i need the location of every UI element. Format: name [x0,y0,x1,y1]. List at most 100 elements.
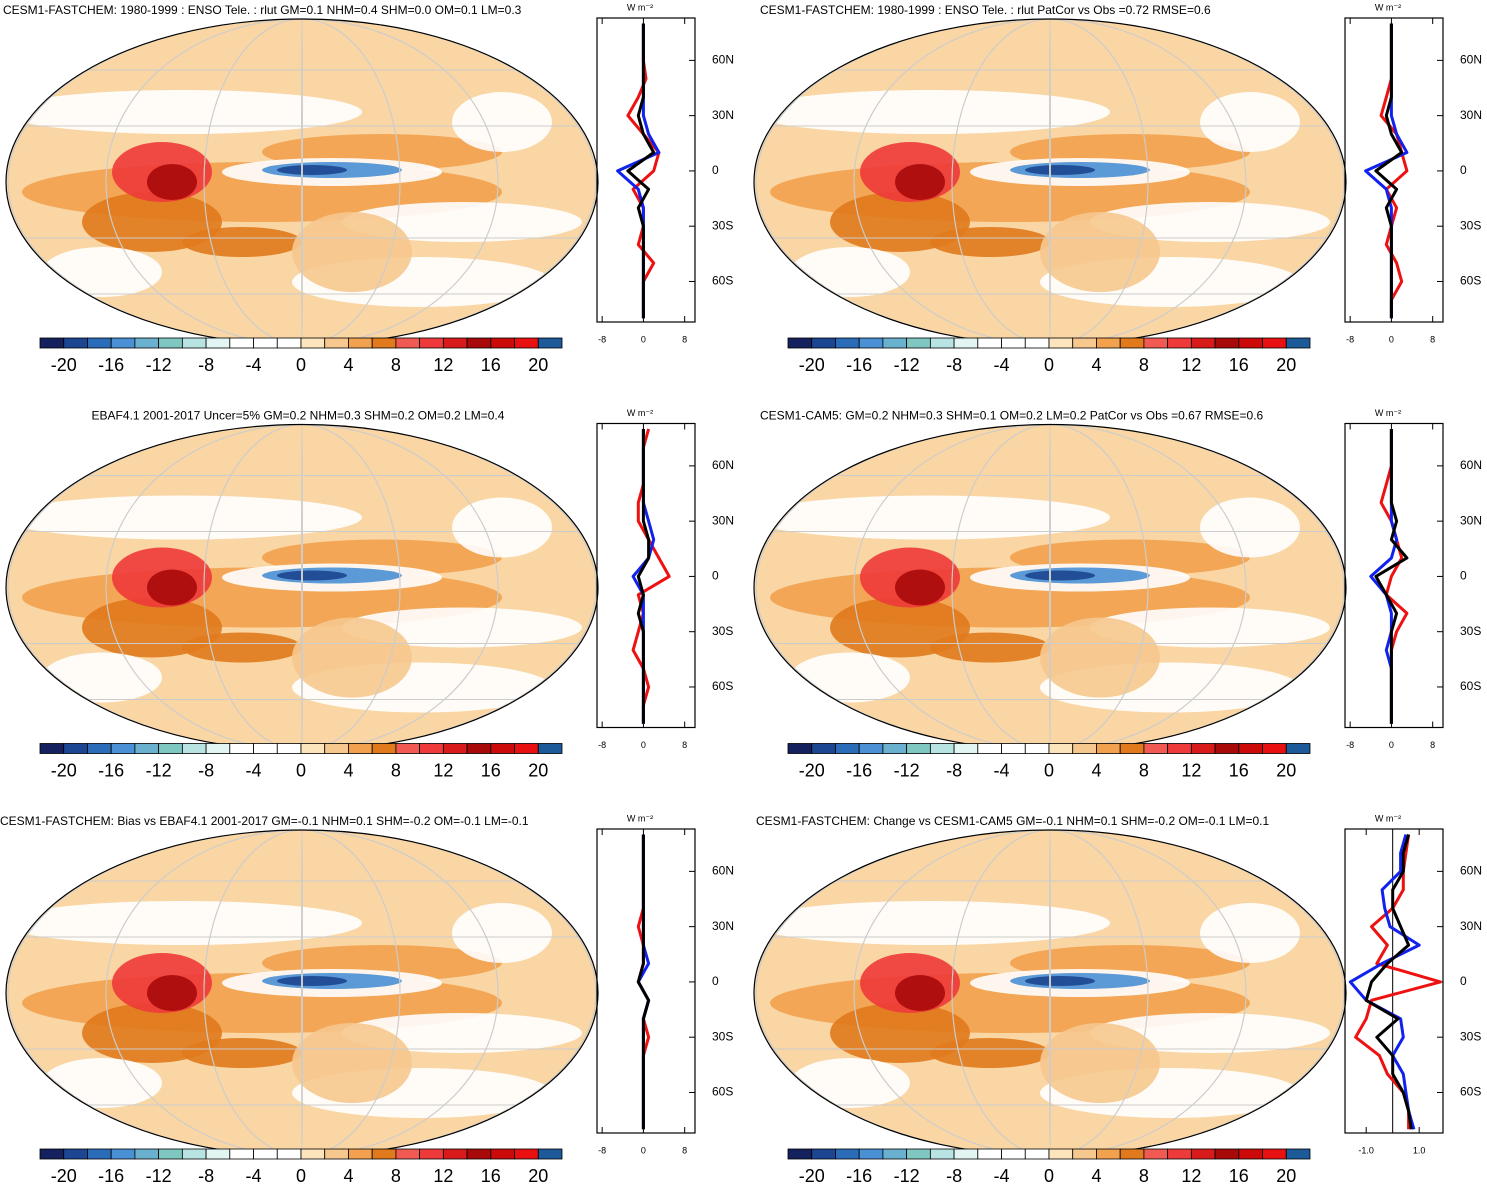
colorbar-box [835,337,860,349]
graticule [951,830,1149,1156]
x-tick-label: 8 [1430,334,1435,344]
colorbar-box [1072,743,1097,754]
colorbar-label: 16 [481,355,501,375]
y-tick-label: 30N [1460,513,1482,527]
map-field [790,247,910,297]
plot-frame [1344,17,1444,323]
colorbar-label: -12 [894,760,920,780]
y-tick-label: 60N [712,864,734,878]
colorbar-label: -20 [51,760,77,780]
map-field [292,617,412,698]
colorbar-box [811,1148,836,1160]
colorbar-box [1262,337,1287,349]
colorbar-box [205,1148,231,1160]
colorbar-label: 0 [296,760,306,780]
colorbar-label: 0 [1044,760,1054,780]
colorbar-box [835,743,860,754]
colorbar-box [1024,1148,1050,1160]
colorbar-box [1001,1148,1026,1160]
colorbar-box [1143,1148,1169,1160]
y-tick-label: 60S [1460,1085,1481,1099]
colorbar-box [395,337,421,349]
x-tick-label: 0 [1389,334,1394,344]
colorbar-box [134,743,160,754]
plot-frame [596,828,696,1134]
colorbar-label: -4 [246,355,262,375]
colorbar-box [787,1148,813,1160]
colorbar-label: -16 [846,355,872,375]
colorbar-box [276,1148,302,1160]
graticule [301,19,303,345]
x-tick-label: -8 [598,740,606,750]
colorbar-box [371,743,397,754]
colorbar-box [1119,337,1145,349]
colorbar-label: 8 [391,760,401,780]
colorbar-label: -8 [198,760,214,780]
zonal-mean-line [636,834,651,1130]
colorbar-box [229,743,254,754]
colorbar-label: 4 [1091,355,1101,375]
colorbar-box [300,337,326,349]
colorbar-box [1167,1148,1192,1160]
colorbar-box [442,743,468,754]
colorbar-label: 16 [1229,355,1249,375]
colorbar-box [1119,743,1145,754]
colorbar-box [324,1148,349,1160]
colorbar-box [537,743,563,754]
units-label: W m⁻² [1375,408,1401,418]
colorbar-label: -4 [994,760,1010,780]
colorbar-box [514,1148,539,1160]
zonal-mean-line [1374,23,1404,319]
colorbar-box [276,743,302,754]
map-field [1040,212,1160,292]
colorbar-label: 20 [528,355,548,375]
units-label: W m⁻² [1375,2,1401,12]
colorbar-box [977,337,1002,349]
colorbar-box [1072,337,1097,349]
y-tick-label: 60N [1460,864,1482,878]
map [6,830,598,1156]
colorbar-box [1048,743,1074,754]
colorbar-box [906,743,931,754]
graticule [755,19,1345,345]
colorbar-label: -20 [51,1166,77,1185]
map-field [1200,92,1300,152]
colorbar-box [134,1148,160,1160]
y-tick-label: 30S [1460,624,1481,638]
map-field [452,92,552,152]
colorbar-box [442,1148,468,1160]
colorbar-box [300,1148,326,1160]
colorbar-label: 8 [1139,1166,1149,1185]
colorbar-box [158,743,183,754]
map-field [895,975,945,1011]
colorbar-box [253,1148,278,1160]
colorbar-label: -8 [946,760,962,780]
colorbar-box [205,337,231,349]
colorbar-box [158,337,183,349]
colorbar-box [1096,743,1121,754]
map-field [1040,617,1160,698]
colorbar-label: 4 [1091,760,1101,780]
colorbar-label: 8 [1139,355,1149,375]
colorbar-box [110,337,136,349]
graticule [951,424,1149,751]
colorbar-box [1001,743,1026,754]
colorbar-label: 4 [1091,1166,1101,1185]
colorbar-box [490,1148,515,1160]
y-tick-label: 60N [1460,458,1482,472]
colorbar-box [110,1148,136,1160]
colorbar-label: -8 [198,355,214,375]
graticule [301,830,303,1156]
colorbar-box [1119,1148,1145,1160]
colorbar-label: -12 [894,355,920,375]
colorbar-label: 16 [1229,760,1249,780]
plot-frame [596,422,696,729]
colorbar-label: 12 [433,760,453,780]
x-tick-label: 1.0 [1413,1145,1426,1155]
y-tick-label: 30N [712,108,734,122]
panel-title: EBAF4.1 2001-2017 Uncer=5% GM=0.2 NHM=0.… [92,409,505,423]
colorbar-label: 20 [1276,355,1296,375]
colorbar-label: -20 [799,760,825,780]
zonal-mean-line [1354,834,1442,1130]
colorbar-box [835,1148,860,1160]
